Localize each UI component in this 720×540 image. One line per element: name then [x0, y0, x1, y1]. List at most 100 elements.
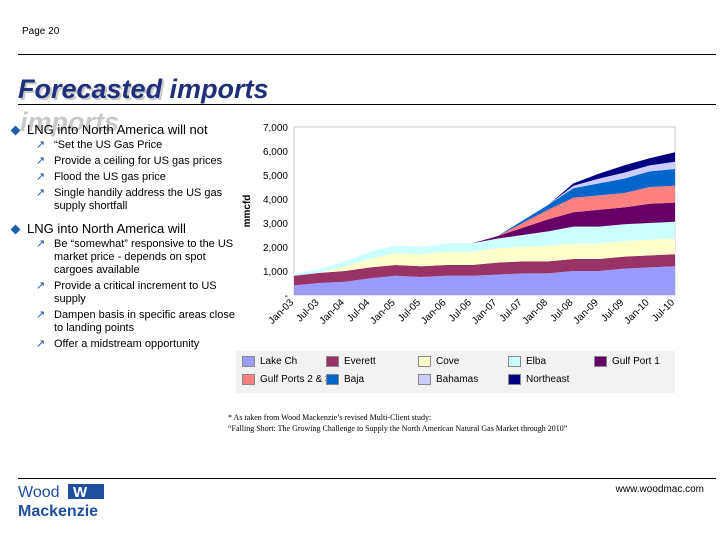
y-tick-label: -	[285, 291, 288, 302]
imports-chart: - 1,000 2,000 3,000 4,000 5,000 6,000 7,000 mmcf…	[240, 115, 680, 415]
legend-item: Baja	[326, 374, 364, 385]
logo-graphic: Wood W Mackenzie	[18, 484, 104, 520]
legend-item: Gulf Ports 2 & 3	[242, 374, 331, 385]
diamond-bullet-icon	[10, 224, 21, 235]
area-series-gulf-ports-2-3	[294, 185, 675, 274]
arrow-bullet-icon: ↗	[36, 187, 46, 199]
arrow-bullet-icon: ↗	[36, 171, 46, 183]
legend-item: Gulf Port 1	[594, 356, 660, 367]
sub-bullet-text: Provide a critical increment to US suppl…	[54, 280, 217, 305]
legend-label: Everett	[344, 356, 376, 367]
sub-bullet: ↗ Dampen basis in specific areas close to…	[36, 309, 240, 335]
x-tick-label: Jan-06	[419, 297, 449, 327]
legend-item: Elba	[508, 356, 546, 367]
legend-label: Cove	[436, 356, 460, 367]
area-series-everett	[294, 254, 675, 286]
wood-mackenzie-logo: Wood W Mackenzie	[18, 482, 118, 525]
area-series-gulf-port-1	[294, 202, 675, 274]
legend-label: Bahamas	[436, 374, 479, 385]
area-series-baja	[294, 169, 675, 274]
legend-item: Everett	[326, 356, 376, 367]
sub-bullet: ↗ “Set the US Gas Price	[36, 139, 240, 152]
y-tick-label: 5,000	[263, 171, 288, 182]
x-tick-label: Jan-05	[368, 297, 398, 327]
legend-label: Gulf Port 1	[612, 356, 660, 367]
legend-item: Cove	[418, 356, 459, 367]
legend-item: Lake Ch	[242, 356, 297, 367]
footer-rule	[18, 478, 716, 479]
footnote: * As taken from Wood Mackenzie’s revised…	[228, 412, 567, 434]
arrow-bullet-icon: ↗	[36, 309, 46, 321]
legend-item: Northeast	[508, 374, 569, 385]
legend-swatch	[242, 374, 255, 385]
bullet-1-text: LNG into North America will not	[27, 122, 208, 137]
arrow-bullet-icon: ↗	[36, 155, 46, 167]
sub-bullet: ↗ Flood the US gas price	[36, 171, 240, 184]
area-series-bahamas	[294, 161, 675, 274]
sub-bullet-text: Offer a midstream opportunity	[54, 338, 200, 350]
legend-swatch	[508, 356, 521, 367]
area-series-lake-ch	[294, 266, 675, 295]
sub-bullet: ↗ Offer a midstream opportunity	[36, 338, 240, 351]
y-tick-label: 2,000	[263, 243, 288, 254]
footnote-line-1: * As taken from Wood Mackenzie’s revised…	[228, 413, 432, 422]
area-series-elba	[294, 221, 675, 276]
x-tick-label: Jul-10	[650, 297, 677, 324]
sub-bullet-text: Flood the US gas price	[54, 171, 166, 183]
legend-swatch	[418, 356, 431, 367]
y-tick-label: 7,000	[263, 123, 288, 134]
y-tick-label: 1,000	[263, 267, 288, 278]
area-series-northeast	[294, 152, 675, 274]
diamond-bullet-icon	[10, 125, 21, 136]
x-tick-label: Jan-07	[470, 297, 500, 327]
legend-label: Baja	[344, 374, 365, 385]
legend-swatch	[508, 374, 521, 385]
bullet-2: LNG into North America will	[8, 221, 240, 236]
x-tick-label: Jan-04	[318, 297, 348, 327]
legend-swatch	[326, 356, 339, 367]
legend-swatch	[242, 356, 255, 367]
x-tick-label: Jan-08	[521, 297, 551, 327]
legend-label: Gulf Ports 2 & 3	[260, 374, 331, 385]
sub-bullet-text: Single handily address the US gas supply…	[54, 187, 223, 212]
legend-label: Lake Ch	[260, 356, 298, 367]
logo-mark: W	[73, 484, 88, 501]
arrow-bullet-icon: ↗	[36, 139, 46, 151]
bullet-list: LNG into North America will not ↗ “Set th…	[8, 122, 240, 354]
sub-bullet: ↗ Provide a ceiling for US gas prices	[36, 155, 240, 168]
x-tick-label: Jan-09	[572, 297, 602, 327]
logo-word-2: Mackenzie	[18, 503, 98, 520]
slide-title: Forecasted imports Forecasted imports	[18, 74, 269, 137]
page-number: Page 20	[22, 26, 60, 37]
area-series-cove	[294, 238, 675, 276]
sub-bullet: ↗ Single handily address the US gas suppl…	[36, 187, 240, 213]
x-tick-label: Jan-10	[622, 297, 652, 327]
y-tick-label: 6,000	[263, 147, 288, 158]
chart-legend: Lake Ch Everett Cove Elba Gulf Port 1 Gulf Po…	[236, 351, 675, 393]
sub-bullet-text: “Set the US Gas Price	[54, 139, 163, 151]
y-axis-label: mmcfd	[242, 195, 253, 228]
bullet-2-text: LNG into North America will	[27, 221, 186, 236]
sub-bullet-text: Dampen basis in specific areas close to …	[54, 309, 235, 334]
header-rule	[18, 54, 716, 55]
footnote-line-2: “Falling Short: The Growing Challenge to…	[228, 424, 568, 433]
arrow-bullet-icon: ↗	[36, 280, 46, 292]
bullet-1: LNG into North America will not	[8, 122, 240, 137]
legend-swatch	[418, 374, 431, 385]
arrow-bullet-icon: ↗	[36, 238, 46, 250]
logo-word-1: Wood	[18, 484, 60, 501]
sub-bullet: ↗ Be “somewhat” responsive to the US mark…	[36, 238, 240, 277]
arrow-bullet-icon: ↗	[36, 338, 46, 350]
sub-bullet-text: Be “somewhat” responsive to the US marke…	[54, 238, 234, 276]
y-tick-label: 4,000	[263, 195, 288, 206]
sub-bullet: ↗ Provide a critical increment to US supp…	[36, 280, 240, 306]
legend-swatch	[326, 374, 339, 385]
legend-item: Bahamas	[418, 374, 478, 385]
logo-mark-box	[68, 484, 104, 499]
website-url[interactable]: www.woodmac.com	[615, 484, 704, 495]
legend-label: Northeast	[526, 374, 570, 385]
slide-title-text: Forecasted imports	[18, 74, 269, 104]
title-rule	[18, 104, 716, 105]
y-tick-label: 3,000	[263, 219, 288, 230]
sub-bullet-text: Provide a ceiling for US gas prices	[54, 155, 223, 167]
